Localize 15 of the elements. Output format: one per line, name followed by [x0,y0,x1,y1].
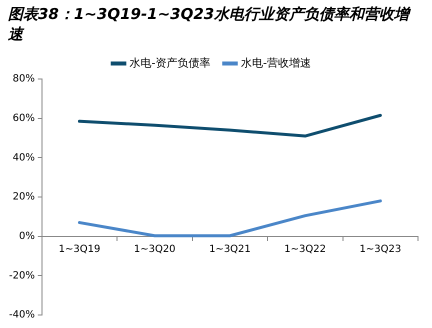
y-tick-label: 20% [12,192,35,203]
y-tick-label: 40% [12,152,35,164]
x-tick-label: 1~3Q20 [134,244,176,255]
x-tick-label: 1~3Q19 [58,244,100,255]
y-tick-label: -20% [8,270,35,282]
x-tick-label: 1~3Q23 [360,244,402,255]
y-tick-label: 80% [12,74,35,85]
y-tick-label: -40% [8,310,35,321]
legend-label: 水电-营收增速 [241,56,311,70]
chart-title: 图表38：1~3Q19-1~3Q23水电行业资产负债率和营收增速 [7,4,412,44]
y-tick-label: 60% [12,112,35,124]
x-tick-label: 1~3Q22 [284,244,326,255]
x-tick-label: 1~3Q21 [209,244,251,255]
y-tick-label: 0% [18,230,35,242]
legend-label: 水电-资产负债率 [130,56,211,70]
